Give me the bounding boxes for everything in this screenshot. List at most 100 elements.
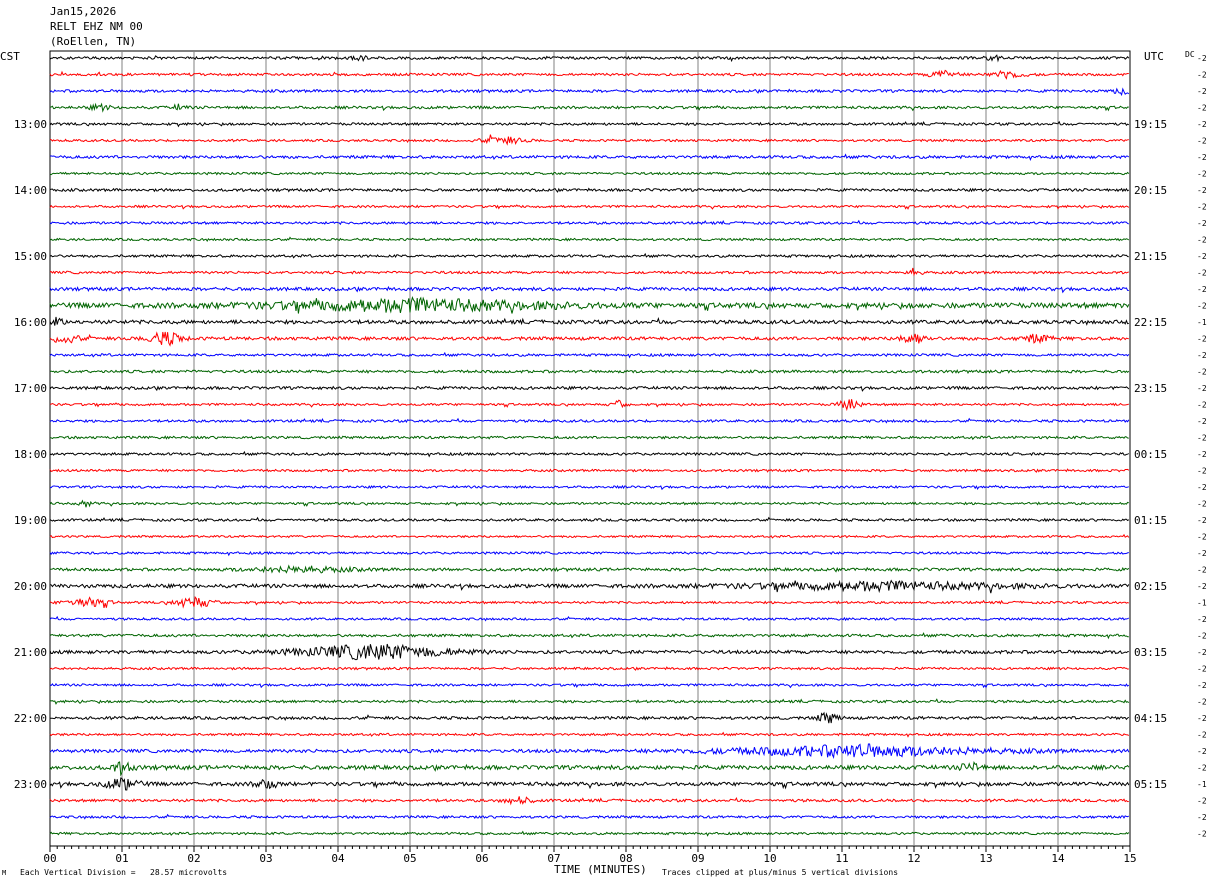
seismic-trace <box>49 204 1130 210</box>
seismic-trace <box>49 171 1130 176</box>
seismic-trace <box>49 550 1129 557</box>
seismic-trace <box>49 435 1129 441</box>
cst-hour-label: 16:00 <box>14 316 47 329</box>
dc-offset-value: -2 <box>1197 698 1207 707</box>
dc-offset-value: -1 <box>1197 318 1207 327</box>
trace-group <box>49 54 1130 837</box>
seismic-trace <box>49 595 1129 609</box>
seismic-trace <box>49 385 1130 392</box>
x-tick-label: 01 <box>115 852 128 865</box>
dc-offset-value: -2 <box>1197 549 1207 558</box>
x-tick-label: 07 <box>547 852 560 865</box>
x-tick-label: 09 <box>691 852 704 865</box>
dc-offset-value: -2 <box>1197 54 1207 63</box>
dc-offset-header: DC <box>1185 50 1195 59</box>
x-tick-label: 08 <box>619 852 632 865</box>
dc-offset-value: -2 <box>1197 714 1207 723</box>
seismic-trace <box>49 698 1130 705</box>
clipping-note: Traces clipped at plus/minus 5 vertical … <box>662 868 899 877</box>
dc-offset-value: -2 <box>1197 203 1207 212</box>
dc-offset-value: -2 <box>1197 401 1207 410</box>
seismic-trace <box>49 102 1129 113</box>
seismic-trace <box>49 252 1129 260</box>
seismic-trace <box>49 484 1129 491</box>
utc-hour-label: 22:15 <box>1134 316 1167 329</box>
dc-offset-value: -2 <box>1197 368 1207 377</box>
x-tick-label: 05 <box>403 852 416 865</box>
seismic-trace <box>49 760 1130 777</box>
seismic-trace <box>49 468 1130 473</box>
seismic-trace <box>49 187 1130 193</box>
seismic-trace <box>49 830 1130 837</box>
dc-offset-value: -2 <box>1197 170 1207 179</box>
utc-hour-label: 05:15 <box>1134 778 1167 791</box>
axis-labels: 00 01 02 03 04 05 06 07 08 09 10 11 12 13 14 15 -2 -2 -2 -2… <box>14 54 1207 865</box>
cst-hour-label: 21:00 <box>14 646 47 659</box>
x-tick-label: 11 <box>835 852 848 865</box>
x-tick-label: 10 <box>763 852 776 865</box>
dc-offset-value: -2 <box>1197 87 1207 96</box>
dc-offset-value: -2 <box>1197 483 1207 492</box>
dc-offset-value: -2 <box>1197 351 1207 360</box>
dc-offset-value: -2 <box>1197 417 1207 426</box>
station-location: (RoEllen, TN) <box>50 35 137 48</box>
x-tick-label: 04 <box>331 852 345 865</box>
dc-offset-value: -2 <box>1197 434 1207 443</box>
dc-offset-value: -2 <box>1197 71 1207 80</box>
dc-offset-value: -2 <box>1197 731 1207 740</box>
seismic-trace <box>49 516 1130 523</box>
minute-grid <box>49 50 1131 852</box>
utc-hour-label: 20:15 <box>1134 184 1167 197</box>
dc-offset-value: -2 <box>1197 566 1207 575</box>
dc-offset-value: -1 <box>1197 780 1207 789</box>
seismic-trace <box>49 643 1129 661</box>
seismic-trace <box>49 731 1130 738</box>
dc-offset-value: -2 <box>1197 615 1207 624</box>
dc-offset-value: -2 <box>1197 186 1207 195</box>
seismic-trace <box>50 564 1130 574</box>
seismic-trace <box>49 450 1130 458</box>
station-code: RELT EHZ NM 00 <box>50 20 143 33</box>
seismic-trace <box>49 316 1129 326</box>
cst-hour-label: 13:00 <box>14 118 47 131</box>
left-timezone-label: CST <box>0 50 20 63</box>
seismic-trace <box>49 87 1130 97</box>
seismic-trace <box>49 236 1130 242</box>
dc-offset-value: -2 <box>1197 467 1207 476</box>
utc-hour-label: 23:15 <box>1134 382 1167 395</box>
utc-hour-label: 00:15 <box>1134 448 1167 461</box>
dc-offset-value: -2 <box>1197 813 1207 822</box>
seismic-trace <box>49 796 1129 806</box>
dc-offset-value: -2 <box>1197 219 1207 228</box>
dc-offset-value: -2 <box>1197 500 1207 509</box>
seismic-trace <box>49 399 1129 412</box>
x-tick-label: 06 <box>475 852 488 865</box>
plot-frame <box>49 50 1131 847</box>
x-tick-label: 15 <box>1123 852 1136 865</box>
seismic-trace <box>49 499 1129 508</box>
right-timezone-label: UTC <box>1144 50 1164 63</box>
seismic-trace <box>49 54 1130 63</box>
cst-hour-label: 19:00 <box>14 514 47 527</box>
x-tick-label: 02 <box>187 852 200 865</box>
x-tick-label: 03 <box>259 852 272 865</box>
cst-hour-label: 14:00 <box>14 184 47 197</box>
utc-hour-label: 21:15 <box>1134 250 1167 263</box>
seismic-trace <box>49 813 1130 820</box>
seismic-trace <box>49 69 1129 80</box>
seismic-trace <box>49 369 1130 375</box>
utc-hour-label: 19:15 <box>1134 118 1167 131</box>
dc-offset-value: -2 <box>1197 384 1207 393</box>
seismic-trace <box>49 295 1130 314</box>
dc-offset-value: -2 <box>1197 450 1207 459</box>
dc-offset-value: -2 <box>1197 747 1207 756</box>
dc-offset-value: -1 <box>1197 599 1207 608</box>
x-tick-label: 12 <box>907 852 920 865</box>
dc-offset-value: -2 <box>1197 533 1207 542</box>
seismic-trace <box>49 615 1130 622</box>
utc-hour-label: 04:15 <box>1134 712 1167 725</box>
dc-offset-value: -2 <box>1197 797 1207 806</box>
seismic-trace <box>49 134 1129 146</box>
dc-offset-value: -2 <box>1197 302 1207 311</box>
